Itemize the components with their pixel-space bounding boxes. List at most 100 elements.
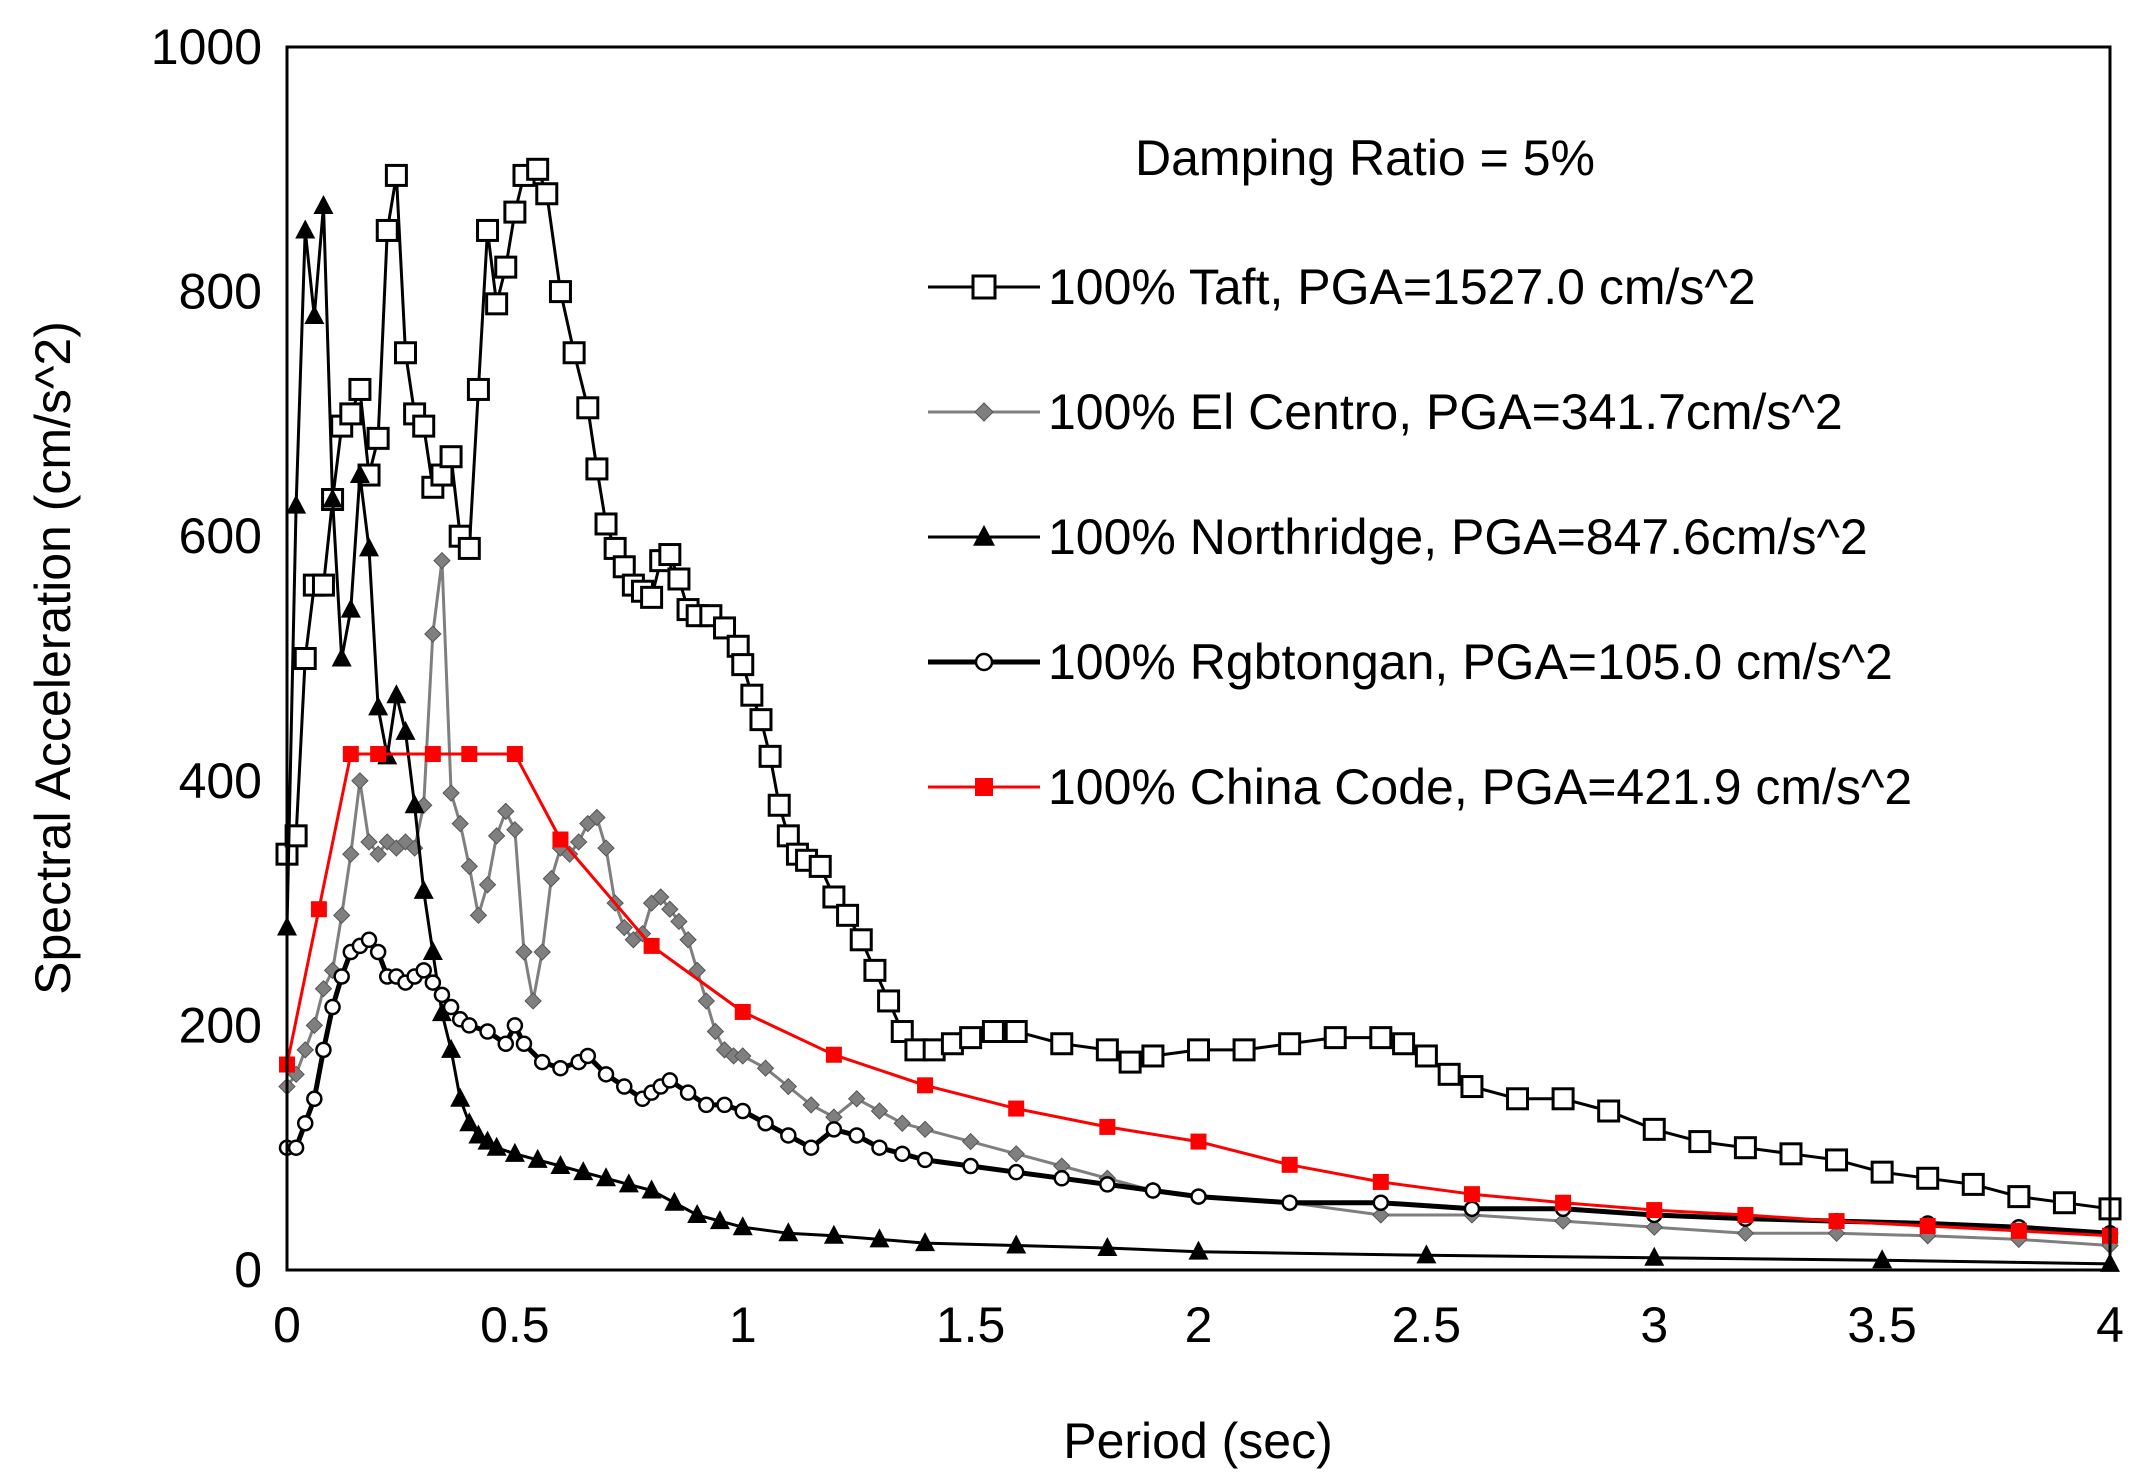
- data-point: [1099, 1118, 1116, 1135]
- data-point: [1736, 1224, 1755, 1243]
- data-point: [562, 341, 586, 365]
- y-tick-label: 400: [179, 753, 262, 809]
- data-point: [469, 906, 488, 925]
- data-point: [981, 1020, 1005, 1044]
- data-point: [863, 958, 887, 982]
- data-point: [424, 746, 441, 763]
- data-point: [1372, 1194, 1390, 1211]
- data-point: [679, 931, 697, 949]
- data-point: [640, 585, 664, 609]
- data-point: [339, 402, 363, 426]
- data-point: [1232, 1038, 1256, 1062]
- data-point: [1118, 1050, 1142, 1074]
- legend-marker: [974, 402, 994, 422]
- data-point: [287, 1139, 305, 1156]
- data-point: [652, 888, 670, 906]
- data-point: [916, 1120, 934, 1139]
- data-point: [457, 536, 481, 560]
- data-point: [395, 720, 416, 740]
- series-layer: [275, 157, 2122, 1272]
- data-point: [1372, 1206, 1390, 1224]
- data-point: [506, 821, 524, 839]
- y-tick-label: 1000: [151, 19, 262, 75]
- data-point: [1144, 1182, 1162, 1199]
- data-point: [734, 1047, 752, 1065]
- data-point: [304, 305, 325, 325]
- data-point: [486, 1136, 507, 1156]
- data-point: [1369, 1026, 1393, 1050]
- data-point: [295, 219, 316, 239]
- data-point: [460, 857, 479, 876]
- data-point: [533, 1053, 551, 1071]
- legend-marker: [971, 274, 997, 300]
- data-point: [1187, 1038, 1210, 1062]
- legend-entry: 100% China Code, PGA=421.9 cm/s^2: [928, 759, 1912, 815]
- data-point: [504, 1142, 525, 1162]
- data-point: [360, 833, 378, 851]
- data-point: [959, 1026, 983, 1050]
- data-point: [1506, 1087, 1530, 1111]
- data-point: [890, 1020, 914, 1044]
- data-point: [1099, 1176, 1116, 1193]
- y-tick-label: 0: [234, 1242, 262, 1298]
- data-point: [415, 962, 432, 979]
- data-point: [802, 1139, 820, 1156]
- data-point: [1919, 1217, 1936, 1234]
- data-point: [734, 1003, 751, 1020]
- data-point: [767, 793, 791, 817]
- x-axis-title: Period (sec): [1063, 1413, 1333, 1469]
- data-point: [641, 1179, 662, 1199]
- data-point: [679, 1084, 697, 1101]
- data-point: [569, 833, 588, 851]
- data-point: [366, 426, 390, 450]
- data-point: [893, 1114, 911, 1132]
- data-point: [732, 1216, 753, 1236]
- x-tick-label: 0.5: [480, 1297, 550, 1353]
- data-point: [506, 746, 523, 763]
- data-point: [442, 784, 460, 802]
- legend-entry: 100% Taft, PGA=1527.0 cm/s^2: [928, 259, 1756, 315]
- data-point: [870, 1102, 889, 1120]
- x-tick-label: 3.5: [1847, 1297, 1917, 1353]
- series-0: [275, 157, 2122, 1221]
- data-point: [370, 746, 387, 763]
- data-point: [1597, 1099, 1621, 1123]
- data-point: [1053, 1170, 1071, 1187]
- data-point: [315, 1041, 332, 1059]
- legend-label: 100% Taft, PGA=1527.0 cm/s^2: [1048, 259, 1756, 315]
- legend-entry: 100% El Centro, PGA=341.7cm/s^2: [928, 384, 1843, 440]
- plot-area-frame: [285, 45, 2112, 1272]
- data-point: [1097, 1236, 1118, 1256]
- data-point: [588, 808, 606, 827]
- data-point: [1551, 1087, 1575, 1111]
- data-point: [670, 912, 688, 931]
- series-4: [279, 746, 2118, 1244]
- data-point: [340, 598, 361, 618]
- data-point: [313, 194, 334, 214]
- data-point: [1008, 1100, 1025, 1117]
- data-point: [1555, 1194, 1572, 1211]
- data-point: [1050, 1032, 1074, 1056]
- y-tick-label: 800: [179, 264, 262, 320]
- legend-label: 100% Northridge, PGA=847.6cm/s^2: [1048, 509, 1868, 565]
- data-point: [1141, 1044, 1165, 1068]
- data-point: [1281, 1194, 1298, 1211]
- data-point: [369, 943, 387, 961]
- data-point: [1642, 1117, 1666, 1141]
- data-point: [314, 980, 333, 998]
- data-point: [1281, 1156, 1298, 1173]
- data-point: [2052, 1191, 2076, 1215]
- data-point: [451, 814, 469, 833]
- data-point: [348, 377, 372, 401]
- data-point: [322, 488, 343, 508]
- data-point: [503, 200, 527, 224]
- data-point: [450, 1087, 471, 1107]
- data-point: [384, 163, 408, 187]
- data-point: [1095, 1038, 1119, 1062]
- data-point: [731, 653, 755, 677]
- data-point: [441, 1038, 462, 1058]
- data-point: [342, 746, 359, 763]
- data-point: [527, 1148, 548, 1168]
- data-point: [894, 1145, 911, 1163]
- data-point: [1733, 1136, 1757, 1160]
